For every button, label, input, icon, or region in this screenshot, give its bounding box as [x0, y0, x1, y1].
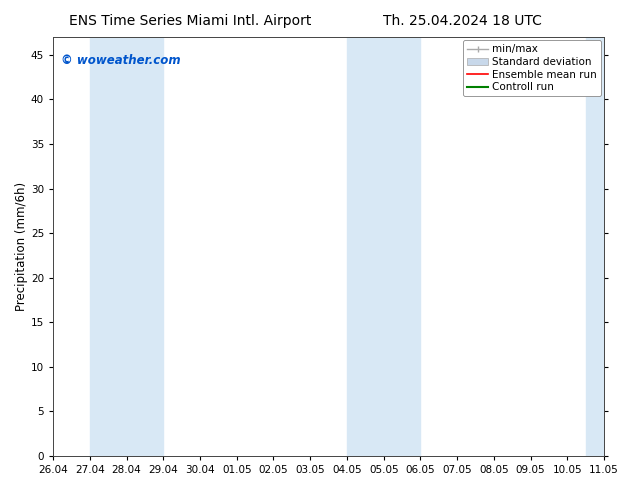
Bar [347, 37, 420, 456]
Y-axis label: Precipitation (mm/6h): Precipitation (mm/6h) [15, 182, 28, 311]
Bar [90, 37, 164, 456]
Legend: min/max, Standard deviation, Ensemble mean run, Controll run: min/max, Standard deviation, Ensemble me… [463, 40, 601, 97]
Bar [586, 37, 604, 456]
Text: Th. 25.04.2024 18 UTC: Th. 25.04.2024 18 UTC [384, 14, 542, 28]
Text: © woweather.com: © woweather.com [61, 54, 181, 67]
Text: ENS Time Series Miami Intl. Airport: ENS Time Series Miami Intl. Airport [69, 14, 311, 28]
